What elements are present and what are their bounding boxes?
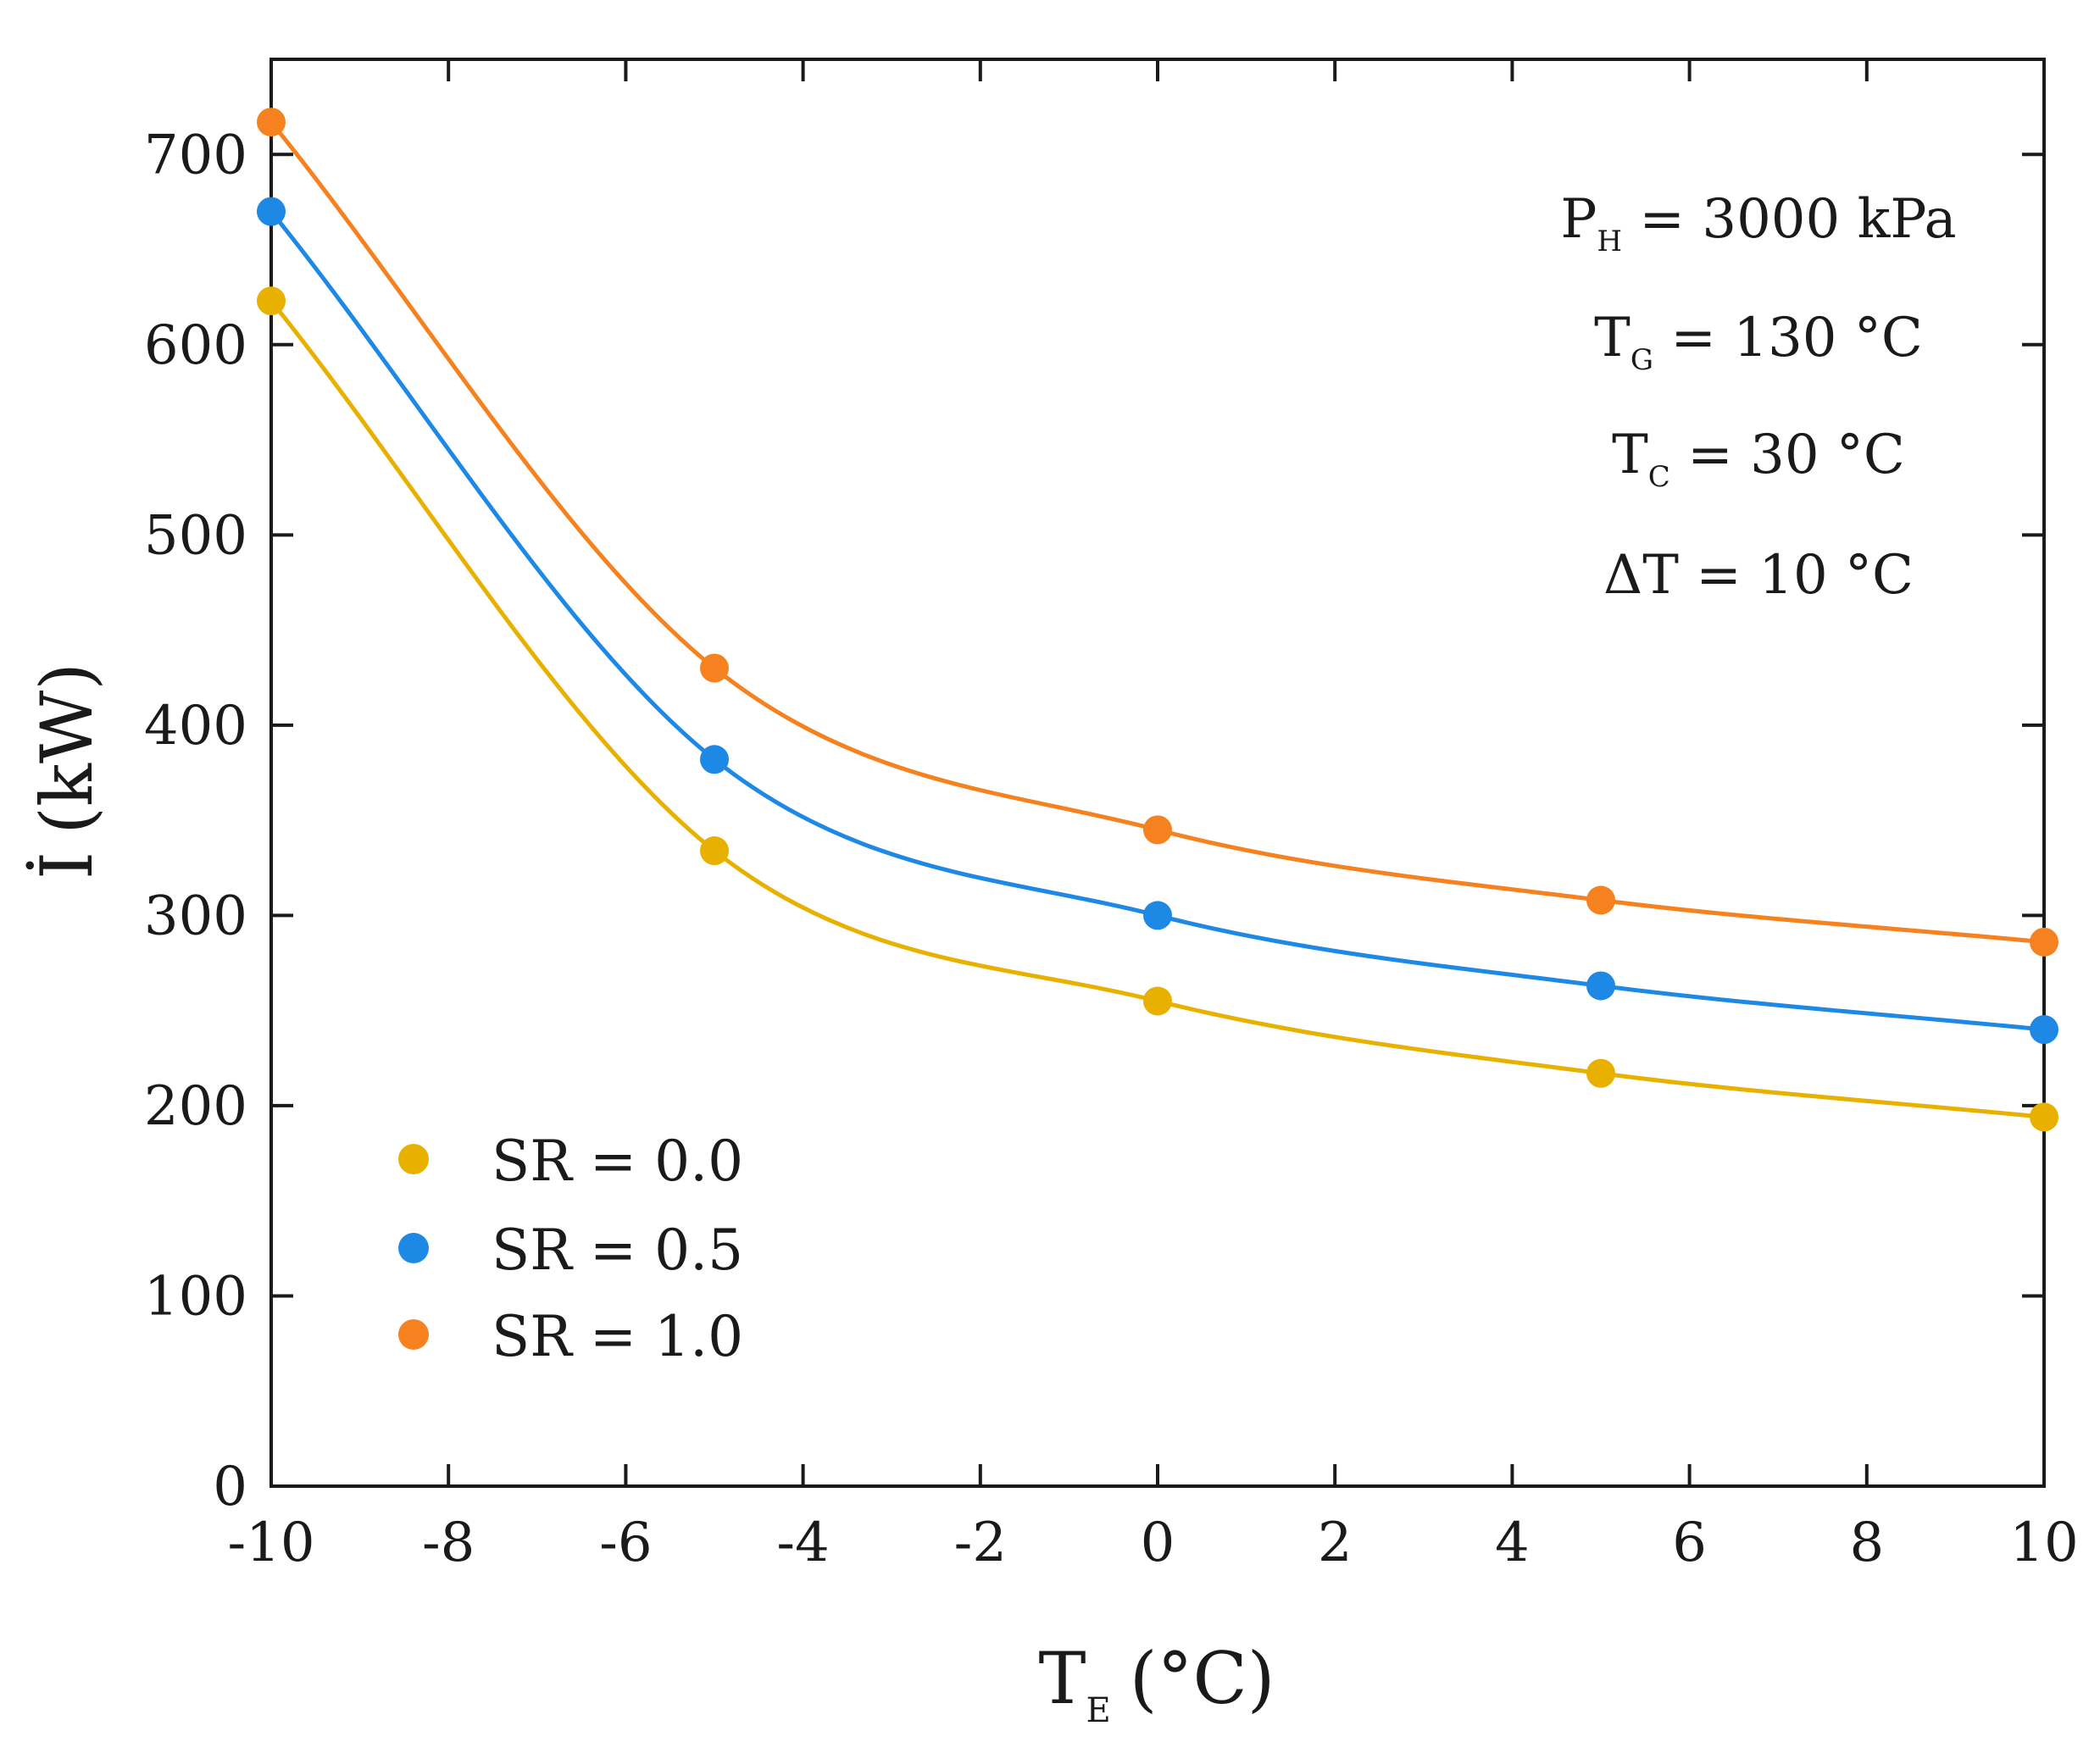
x-tick-label: 8	[1849, 1512, 1884, 1574]
legend-marker-sr-0.5	[398, 1233, 429, 1263]
x-tick-label: 10	[2009, 1512, 2078, 1574]
y-tick-label: 500	[144, 504, 247, 567]
data-point-series-0	[1586, 1058, 1615, 1088]
x-tick-label: 2	[1318, 1512, 1353, 1574]
annotation-block: PH = 3000 kPa TG = 130 °C TC = 30 °C ΔT …	[1560, 188, 1956, 607]
x-tick-label: 0	[1141, 1512, 1175, 1574]
data-point-series-1	[1143, 901, 1172, 930]
series-curves	[269, 120, 2045, 1119]
annotation-ph: PH = 3000 kPa	[1560, 188, 1956, 258]
legend-label-sr-1.0: SR = 1.0	[492, 1304, 743, 1369]
data-point-series-1	[1586, 971, 1615, 1001]
x-tick-label: -6	[599, 1512, 652, 1574]
y-axis-title: İ(kW)	[25, 663, 108, 880]
data-point-series-2	[1586, 885, 1615, 915]
x-tick-label: -8	[422, 1512, 475, 1574]
annotation-tg: TG = 130 °C	[1594, 307, 1923, 377]
data-point-series-2	[1143, 815, 1172, 845]
data-point-series-2	[257, 108, 286, 137]
y-tick-label: 300	[144, 885, 247, 947]
annotation-tc: TC = 30 °C	[1612, 424, 1905, 494]
y-tick-label: 100	[144, 1265, 247, 1328]
data-point-series-0	[700, 836, 729, 866]
data-point-series-2	[2030, 927, 2058, 957]
legend: SR = 0.0 SR = 0.5 SR = 1.0	[398, 1129, 743, 1369]
y-tick-label: 200	[144, 1075, 247, 1138]
x-tick-label: -4	[776, 1512, 829, 1574]
x-tick-label: 6	[1672, 1512, 1707, 1574]
data-point-series-0	[257, 286, 286, 316]
data-point-series-1	[2030, 1015, 2058, 1045]
x-tick-label: -2	[954, 1512, 1007, 1574]
data-point-series-0	[2030, 1102, 2058, 1132]
annotation-dt: ΔT = 10 °C	[1603, 544, 1914, 607]
x-tick-label: -10	[227, 1512, 314, 1574]
series-line-2	[269, 120, 2045, 945]
legend-label-sr-0.0: SR = 0.0	[492, 1129, 743, 1194]
y-tick-label: 700	[144, 124, 247, 186]
legend-marker-sr-1.0	[398, 1319, 429, 1350]
x-tick-label: 4	[1495, 1512, 1530, 1574]
x-axis-title: TE (°C)	[1038, 1637, 1275, 1730]
data-point-series-0	[1143, 986, 1172, 1016]
y-tick-label: 0	[213, 1456, 247, 1518]
series-points	[257, 108, 2058, 1132]
legend-label-sr-0.5: SR = 0.5	[492, 1218, 743, 1283]
series-line-1	[269, 210, 2045, 1032]
data-point-series-1	[257, 197, 286, 226]
y-tick-label: 600	[144, 314, 247, 377]
y-tick-label: 400	[144, 695, 247, 757]
data-point-series-1	[700, 745, 729, 774]
data-point-series-2	[700, 653, 729, 683]
legend-marker-sr-0.0	[398, 1144, 429, 1174]
series-line-0	[269, 299, 2045, 1119]
